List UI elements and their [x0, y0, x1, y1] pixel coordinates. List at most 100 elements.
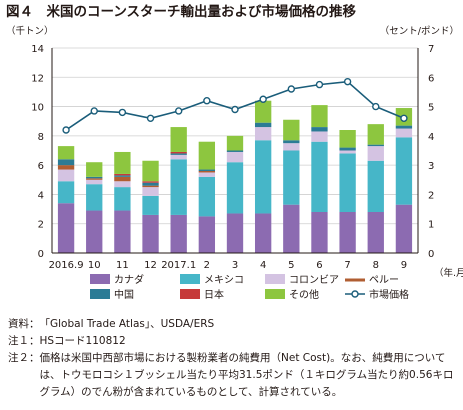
bar-segment — [254, 100, 272, 123]
chart-title: 図４ 米国のコーンスターチ輸出量および市場価格の推移 — [6, 3, 357, 20]
y-right-unit-label: （セント/ポンド） — [380, 25, 459, 37]
price-line — [62, 77, 408, 134]
bar-segment — [339, 130, 356, 148]
bar-segment — [142, 160, 159, 182]
bar-segment — [283, 119, 300, 141]
bar-segment — [395, 204, 413, 253]
note-1: 注１： HSコード110812 — [8, 333, 460, 350]
y-left-tick-label: 2 — [38, 220, 44, 231]
price-point — [287, 85, 296, 93]
price-point — [231, 105, 239, 114]
bar-segment — [142, 181, 159, 183]
y-left-tick-label: 4 — [38, 190, 44, 201]
bar-segment — [283, 150, 300, 205]
x-tick-label: 11 — [116, 260, 129, 271]
legend-swatch — [90, 289, 110, 299]
bar-segment — [367, 146, 384, 161]
x-tick-label: 4 — [260, 260, 266, 271]
bar-segment — [367, 212, 384, 253]
bar-segment — [170, 151, 187, 154]
y-left-tick-label: 14 — [31, 44, 44, 55]
bar-segment — [226, 213, 244, 253]
bar-segment — [114, 173, 131, 176]
bar-segment — [57, 203, 75, 253]
y-left-tick-label: 12 — [31, 73, 44, 84]
price-point — [118, 108, 127, 117]
price-point — [90, 107, 98, 115]
price-point — [259, 95, 267, 103]
bar-segment — [254, 213, 272, 253]
legend-swatch — [90, 274, 110, 284]
stacked-bars — [57, 100, 413, 253]
y-right-tick-label: 2 — [428, 190, 434, 201]
bar-segment — [57, 181, 75, 204]
bar-segment — [311, 127, 328, 132]
bar-segment — [395, 125, 413, 129]
bar-segment — [86, 184, 103, 211]
bar-segment — [170, 159, 187, 215]
bar-segment — [339, 147, 356, 151]
y-left-tick-label: 10 — [31, 103, 44, 114]
bar-segment — [254, 140, 272, 214]
bar-segment — [367, 144, 384, 147]
legend-swatch — [265, 274, 285, 284]
price-point — [174, 107, 183, 115]
price-point — [400, 114, 408, 122]
bar-segment — [311, 105, 328, 128]
notes: 資料： 「Global Trade Atlas」、USDA/ERS 注１： HS… — [8, 316, 460, 401]
bar-segment — [170, 127, 187, 152]
y-left-tick-label: 6 — [38, 161, 44, 172]
bar-segment — [395, 128, 413, 138]
bar-segment — [114, 151, 131, 174]
bar-segment — [339, 212, 356, 253]
note-2: 注２： 価格は米国中西部市場における製粉業者の純費用（Net Cost)。なお、… — [8, 350, 460, 401]
note-key: 資料： — [8, 318, 40, 330]
bar-segment — [114, 187, 131, 211]
note-text: 「Global Trade Atlas」、USDA/ERS — [39, 318, 215, 330]
bar-segment — [198, 141, 216, 170]
price-point — [62, 126, 70, 134]
bar-segment — [170, 153, 187, 155]
legend-label: 中国 — [114, 288, 134, 301]
y-right-tick-label: 6 — [428, 73, 434, 84]
bar-segment — [86, 178, 103, 180]
bar-segment — [226, 135, 244, 151]
legend-swatch — [180, 289, 200, 299]
y-right-tick-label: 3 — [428, 161, 434, 172]
x-tick-label: 2 — [204, 260, 210, 271]
legend-label: コロンビア — [289, 274, 339, 286]
bar-segment — [254, 122, 272, 128]
bar-segment — [142, 185, 159, 188]
note-key: 注１： — [8, 335, 40, 347]
bar-segment — [198, 171, 216, 173]
legend-label: 日本 — [204, 288, 224, 301]
bar-segment — [142, 195, 159, 215]
bar-segment — [57, 159, 75, 166]
legend-line-marker — [351, 290, 359, 298]
bar-segment — [226, 150, 244, 152]
bar-segment — [283, 140, 300, 144]
bar-segment — [311, 131, 328, 142]
bar-segment — [142, 182, 159, 186]
bar-segment — [254, 127, 272, 141]
bar-segment — [142, 187, 159, 196]
bar-segment — [226, 162, 244, 214]
bar-segment — [142, 214, 159, 253]
price-point — [372, 102, 380, 111]
bar-segment — [57, 169, 75, 182]
price-point — [203, 97, 211, 105]
x-tick-label: 10 — [88, 260, 101, 271]
bar-segment — [114, 176, 131, 182]
legend-label: ペルー — [369, 275, 399, 286]
legend-swatch — [180, 274, 200, 284]
price-point — [146, 114, 155, 122]
bar-segment — [339, 153, 356, 212]
legend-label: その他 — [289, 288, 319, 301]
x-tick-label: 5 — [288, 260, 294, 271]
x-unit-label: （年.月） — [434, 267, 463, 279]
legend-label: 市場価格 — [369, 288, 409, 301]
bar-segment — [367, 124, 384, 145]
bar-segment — [311, 141, 328, 212]
bar-segment — [170, 154, 187, 160]
